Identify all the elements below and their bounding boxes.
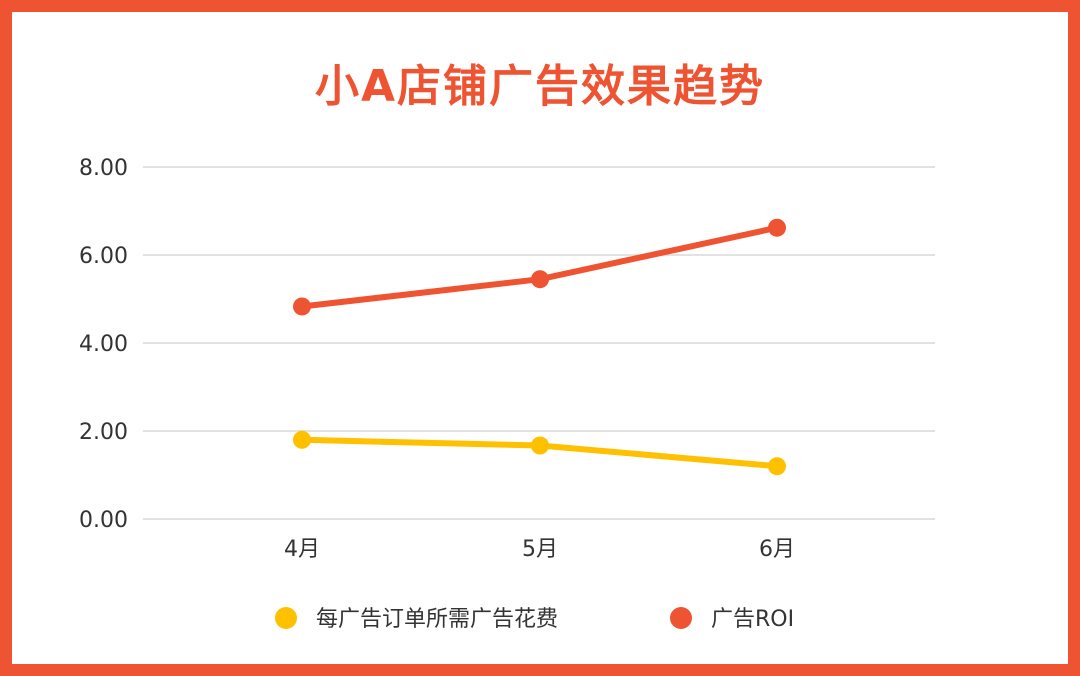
legend: 每广告订单所需广告花费 广告ROI bbox=[275, 607, 794, 632]
chart-title: 小A店铺广告效果趋势 bbox=[314, 61, 766, 112]
data-point bbox=[768, 457, 786, 476]
legend-marker bbox=[670, 607, 692, 629]
legend-label: 广告ROI bbox=[711, 607, 794, 632]
series-1 bbox=[293, 430, 786, 476]
y-tick-label: 2.00 bbox=[79, 420, 128, 445]
legend-item: 广告ROI bbox=[670, 607, 794, 632]
y-axis-ticks: 0.00 2.00 4.00 6.00 8.00 bbox=[79, 156, 128, 533]
y-tick-label: 8.00 bbox=[79, 156, 128, 181]
data-point bbox=[768, 218, 786, 237]
x-tick-label: 5月 bbox=[522, 537, 558, 562]
data-point bbox=[293, 297, 311, 316]
legend-item: 每广告订单所需广告花费 bbox=[275, 607, 558, 632]
series-line bbox=[299, 224, 780, 310]
x-tick-label: 6月 bbox=[759, 537, 795, 562]
data-point bbox=[293, 430, 311, 449]
gridlines bbox=[143, 166, 935, 520]
y-tick-label: 4.00 bbox=[79, 332, 128, 357]
data-point bbox=[531, 436, 549, 455]
data-point bbox=[531, 270, 549, 289]
legend-marker bbox=[275, 607, 297, 629]
series-2 bbox=[293, 218, 786, 316]
legend-label: 每广告订单所需广告花费 bbox=[316, 607, 558, 632]
y-tick-label: 0.00 bbox=[79, 508, 128, 533]
y-tick-label: 6.00 bbox=[79, 244, 128, 269]
x-tick-label: 4月 bbox=[284, 537, 320, 562]
x-axis-ticks: 4月 5月 6月 bbox=[284, 537, 795, 562]
series-lines bbox=[293, 218, 786, 476]
